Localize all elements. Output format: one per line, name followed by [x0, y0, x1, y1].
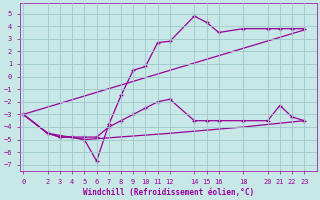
X-axis label: Windchill (Refroidissement éolien,°C): Windchill (Refroidissement éolien,°C) — [83, 188, 254, 197]
